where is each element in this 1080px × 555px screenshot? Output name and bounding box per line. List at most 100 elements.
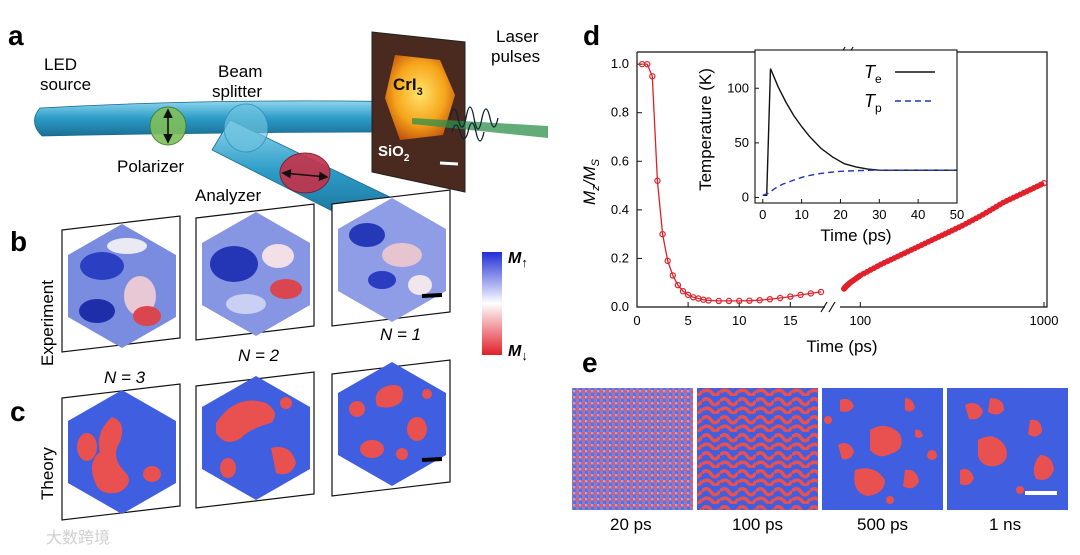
- panel-label-d: d: [583, 20, 600, 51]
- inset-series-line-t-p: [762, 169, 957, 196]
- main-data-point: [894, 253, 901, 260]
- inset-x-tick-label: 40: [911, 207, 925, 222]
- main-y-tick-label: 0.0: [611, 299, 629, 314]
- experiment-image-n3: [61, 215, 181, 353]
- inset-y-tick-label: 0: [742, 190, 749, 205]
- main-data-point: [1017, 191, 1024, 198]
- snapshot-label-100ps: 100 ps: [732, 515, 783, 534]
- main-data-point: [725, 297, 733, 305]
- main-data-point: [918, 242, 925, 249]
- main-data-point: [1007, 196, 1013, 203]
- snapshot-1ns: [947, 388, 1068, 510]
- main-y-tick-label: 0.6: [611, 153, 629, 168]
- main-y-tick-label: 0.8: [611, 105, 629, 120]
- inset-y-tick-label: 100: [727, 80, 749, 95]
- main-data-point: [925, 238, 932, 245]
- main-data-point: [1027, 186, 1034, 193]
- colorbar-bottom-label: M↓: [508, 343, 528, 363]
- main-data-point: [705, 297, 712, 304]
- main-data-point: [817, 288, 825, 296]
- main-data-point: [915, 243, 922, 250]
- main-data-point: [1013, 193, 1020, 200]
- main-data-point: [922, 240, 928, 247]
- main-x-axis-label: Time (ps): [806, 337, 877, 356]
- main-data-point: [908, 246, 915, 253]
- inset-legend-label: Tp: [864, 91, 882, 115]
- main-data-point: [797, 291, 804, 299]
- main-data-point: [736, 297, 743, 305]
- main-data-point: [949, 227, 956, 234]
- main-x-tick-label: 100: [849, 313, 871, 328]
- main-data-point: [952, 225, 959, 232]
- inset-x-tick-label: 0: [759, 207, 766, 222]
- inset-series-line-t-e: [762, 68, 957, 197]
- panel-label-c: c: [10, 396, 26, 427]
- main-data-point: [904, 248, 911, 255]
- optical-setup: CrI3 SiO2 LED source Beam splitter Polariz…: [34, 27, 548, 226]
- beam-splitter-label: Beam splitter: [212, 62, 262, 101]
- main-y-tick-label: 1.0: [611, 56, 629, 71]
- main-data-point: [881, 259, 888, 266]
- snapshot-500ps: [822, 388, 943, 510]
- inset-x-tick-label: 30: [872, 207, 886, 222]
- experiment-image-n1: [331, 189, 451, 327]
- main-data-point: [939, 232, 945, 239]
- main-data-point: [877, 261, 884, 268]
- main-data-point: [766, 296, 774, 303]
- main-data-point: [935, 234, 942, 240]
- snapshot-label-20ps: 20 ps: [610, 515, 652, 534]
- beam-splitter-disk: [223, 103, 269, 153]
- main-data-point: [956, 224, 962, 231]
- main-data-point: [746, 297, 753, 304]
- main-data-point: [787, 293, 794, 300]
- main-data-point: [644, 60, 651, 68]
- n-label-3: N = 3: [104, 368, 146, 387]
- main-data-point: [932, 235, 939, 242]
- main-data-point: [674, 281, 682, 289]
- snapshot-label-500ps: 500 ps: [857, 515, 908, 534]
- experiment-label: Experiment: [38, 280, 57, 366]
- inset-x-tick-label: 20: [833, 207, 847, 222]
- substrate-label: SiO2: [378, 143, 410, 164]
- main-data-point: [891, 255, 898, 261]
- main-data-point: [1003, 198, 1010, 204]
- panel-label-e: e: [582, 347, 598, 378]
- main-y-tick-label: 0.2: [611, 250, 629, 265]
- experiment-image-n2: [195, 203, 315, 341]
- main-data-point: [649, 73, 656, 80]
- main-x-tick-label: 5: [684, 313, 691, 328]
- main-data-point: [715, 297, 722, 305]
- main-x-tick-label: 1000: [1030, 313, 1059, 328]
- cri3-flake: [385, 55, 455, 140]
- main-data-point: [1024, 188, 1030, 195]
- theory-image-n3: [61, 383, 181, 521]
- main-data-point: [1030, 185, 1037, 191]
- main-data-point: [1010, 194, 1017, 201]
- main-data-point: [659, 230, 666, 238]
- main-data-point: [898, 251, 905, 258]
- inset-x-tick-label: 10: [794, 207, 808, 222]
- main-data-point: [942, 230, 949, 237]
- main-x-tick-label: 0: [633, 313, 640, 328]
- inset-chart: 0 10 20 30 40 50 0 50 100 Time (ps) Temperature (K…: [696, 49, 964, 245]
- inset-plot-frame: [754, 49, 958, 204]
- watermark: 大数跨境: [46, 528, 110, 547]
- led-source-label: LED source: [40, 55, 91, 94]
- main-data-point: [1000, 199, 1007, 206]
- inset-y-axis-label: Temperature (K): [696, 68, 715, 191]
- main-data-point: [884, 258, 891, 265]
- main-data-point: [901, 250, 908, 257]
- main-data-point: [756, 297, 763, 304]
- main-data-point: [887, 256, 894, 263]
- inset-x-axis-label: Time (ps): [820, 226, 891, 245]
- snapshot-20ps: [572, 388, 693, 510]
- main-curve-segment-1: [642, 63, 822, 302]
- main-data-point: [654, 177, 661, 184]
- panel-label-b: b: [10, 226, 27, 257]
- theory-image-n2: [195, 371, 315, 509]
- main-data-point: [945, 229, 952, 236]
- laser-pulse-beam: [412, 106, 548, 142]
- inset-legend-label: Te: [864, 62, 882, 86]
- main-data-point: [911, 245, 918, 252]
